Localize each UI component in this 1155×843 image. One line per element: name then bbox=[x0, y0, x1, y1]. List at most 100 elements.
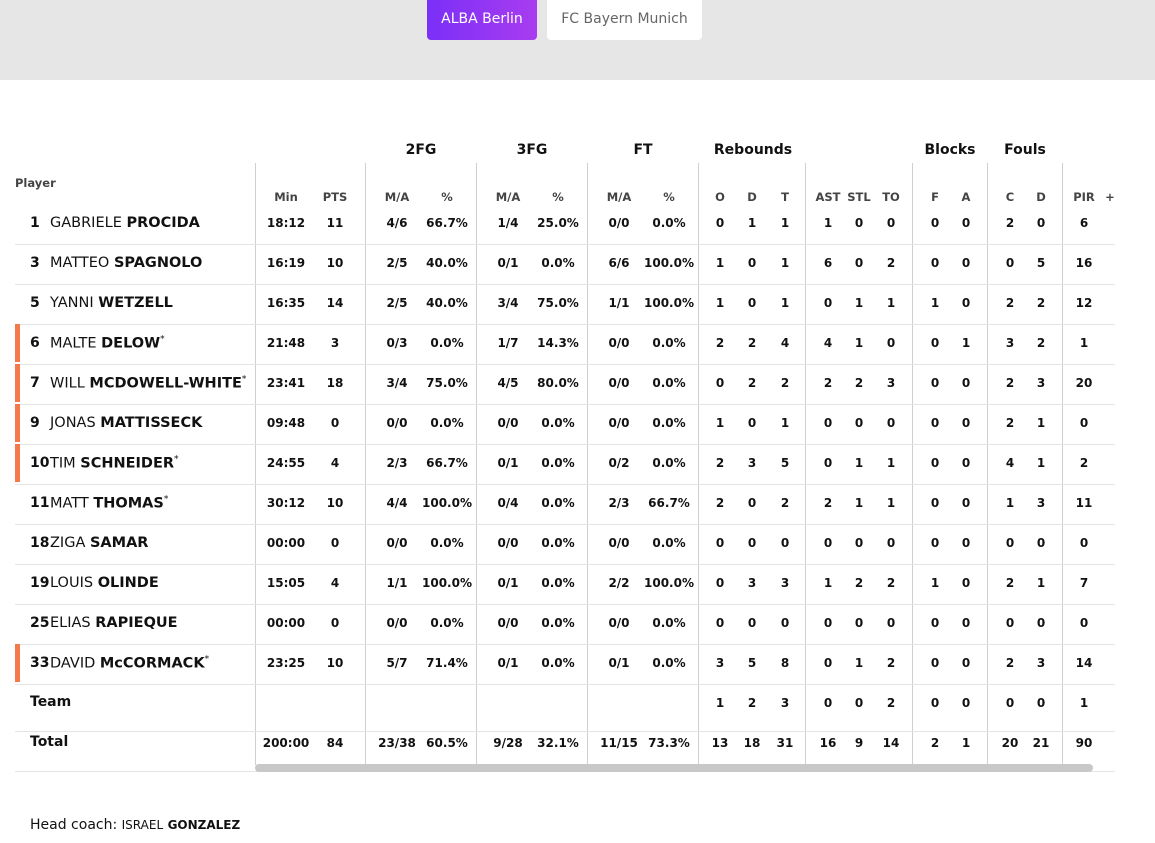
coach-first: ISRAEL bbox=[121, 818, 164, 832]
stat-cell: 0 bbox=[961, 376, 971, 390]
team-tab[interactable]: ALBA Berlin bbox=[427, 0, 537, 40]
column-header: O bbox=[715, 190, 725, 204]
stat-cell: 60.5% bbox=[426, 736, 468, 750]
column-divider bbox=[587, 163, 588, 765]
last-name: SAMAR bbox=[89, 535, 149, 551]
jersey-number: 9 bbox=[30, 415, 40, 431]
stat-cell: 1 bbox=[715, 296, 725, 310]
stat-cell: 0 bbox=[1005, 696, 1015, 710]
stat-cell: 0.0% bbox=[541, 416, 575, 430]
stat-cell: 24:55 bbox=[266, 456, 306, 470]
stat-cell: 2/3 bbox=[386, 456, 408, 470]
stat-cell: 0/0 bbox=[497, 536, 519, 550]
stat-cell: 0/0 bbox=[608, 376, 630, 390]
stat-cell: 0 bbox=[1005, 536, 1015, 550]
stat-cell: 1/1 bbox=[608, 296, 630, 310]
column-header: D bbox=[1036, 190, 1046, 204]
stat-cell: 1 bbox=[823, 576, 833, 590]
stat-cell: 2 bbox=[1005, 296, 1015, 310]
stat-cell: 1 bbox=[780, 416, 790, 430]
jersey-number: 5 bbox=[30, 295, 40, 311]
stat-cell: 2 bbox=[930, 736, 940, 750]
row-separator bbox=[15, 244, 1115, 245]
row-separator bbox=[15, 484, 1115, 485]
stat-cell: 0 bbox=[961, 456, 971, 470]
stat-cell: 0 bbox=[823, 416, 833, 430]
stat-cell: 2/5 bbox=[386, 296, 408, 310]
stat-cell: 1 bbox=[854, 496, 864, 510]
stat-cell: 6 bbox=[1079, 216, 1089, 230]
stat-cell: 1 bbox=[886, 496, 896, 510]
stat-cell: 9/28 bbox=[493, 736, 523, 750]
stat-cell: 18 bbox=[743, 736, 761, 750]
stat-cell: 0 bbox=[1036, 216, 1046, 230]
last-name: MCDOWELL-WHITE bbox=[89, 375, 242, 392]
team-tab[interactable]: FC Bayern Munich bbox=[547, 0, 702, 40]
stat-cell: 75.0% bbox=[426, 376, 468, 390]
stat-cell: 3/4 bbox=[386, 376, 408, 390]
stat-cell: 1 bbox=[823, 216, 833, 230]
stat-cell: 0 bbox=[886, 536, 896, 550]
group-header: 3FG bbox=[516, 142, 548, 158]
stat-cell: 2 bbox=[823, 496, 833, 510]
stat-cell: 4 bbox=[780, 336, 790, 350]
stat-cell: 0 bbox=[330, 416, 340, 430]
column-divider bbox=[805, 163, 806, 765]
stat-cell: 0.0% bbox=[652, 376, 686, 390]
first-name: MATT bbox=[50, 495, 89, 512]
first-name: MALTE bbox=[50, 335, 97, 352]
stat-cell: 0 bbox=[330, 616, 340, 630]
last-name: McCORMACK bbox=[99, 655, 205, 672]
row-separator bbox=[15, 524, 1115, 525]
row-separator bbox=[15, 444, 1115, 445]
first-name: YANNI bbox=[50, 295, 94, 311]
stat-cell: 6 bbox=[823, 256, 833, 270]
stat-cell: 100.0% bbox=[644, 256, 694, 270]
stat-cell: 4 bbox=[823, 336, 833, 350]
stat-cell: 2 bbox=[854, 576, 864, 590]
column-header: Min bbox=[274, 190, 298, 204]
jersey-number: 1 bbox=[30, 215, 40, 231]
column-header: % bbox=[663, 190, 675, 204]
stat-cell: 3 bbox=[715, 656, 725, 670]
stat-cell: 4/6 bbox=[386, 216, 408, 230]
stat-cell: 0 bbox=[1036, 536, 1046, 550]
stat-cell: 0 bbox=[961, 496, 971, 510]
stat-cell: 0 bbox=[747, 496, 757, 510]
stat-cell: 11 bbox=[1075, 496, 1093, 510]
stat-cell: 0 bbox=[930, 656, 940, 670]
stat-cell: 0 bbox=[715, 376, 725, 390]
stat-cell: 0 bbox=[823, 656, 833, 670]
stat-cell: 11/15 bbox=[600, 736, 638, 750]
first-name: ELIAS bbox=[50, 615, 91, 631]
stat-cell: 0.0% bbox=[652, 456, 686, 470]
first-name: JONAS bbox=[50, 415, 96, 431]
scrollbar[interactable] bbox=[255, 764, 1093, 772]
stat-cell: 1 bbox=[1036, 416, 1046, 430]
stat-cell: 3 bbox=[780, 696, 790, 710]
stat-cell: 0 bbox=[961, 216, 971, 230]
column-header: PIR bbox=[1073, 190, 1095, 204]
stat-cell: 5 bbox=[1036, 256, 1046, 270]
column-divider bbox=[1062, 163, 1063, 765]
row-separator bbox=[15, 564, 1115, 565]
stat-cell: 1 bbox=[961, 736, 971, 750]
column-header: C bbox=[1005, 190, 1015, 204]
column-divider bbox=[365, 163, 366, 765]
stat-cell: 0.0% bbox=[652, 656, 686, 670]
stat-cell: 1 bbox=[1005, 496, 1015, 510]
stat-cell: 0.0% bbox=[541, 616, 575, 630]
stat-cell: 0 bbox=[854, 536, 864, 550]
stat-cell: 0/1 bbox=[497, 576, 519, 590]
stat-cell: 0 bbox=[930, 216, 940, 230]
player-name: MALTE DELOW* bbox=[50, 335, 165, 352]
player-name: ELIAS RAPIEQUE bbox=[50, 615, 178, 631]
column-divider bbox=[255, 163, 256, 765]
stat-cell: 0 bbox=[1036, 696, 1046, 710]
stat-cell: 100.0% bbox=[644, 296, 694, 310]
stat-cell: 5 bbox=[747, 656, 757, 670]
stat-cell: 0 bbox=[961, 256, 971, 270]
stat-cell: 14 bbox=[326, 296, 344, 310]
column-header: F bbox=[931, 190, 939, 204]
